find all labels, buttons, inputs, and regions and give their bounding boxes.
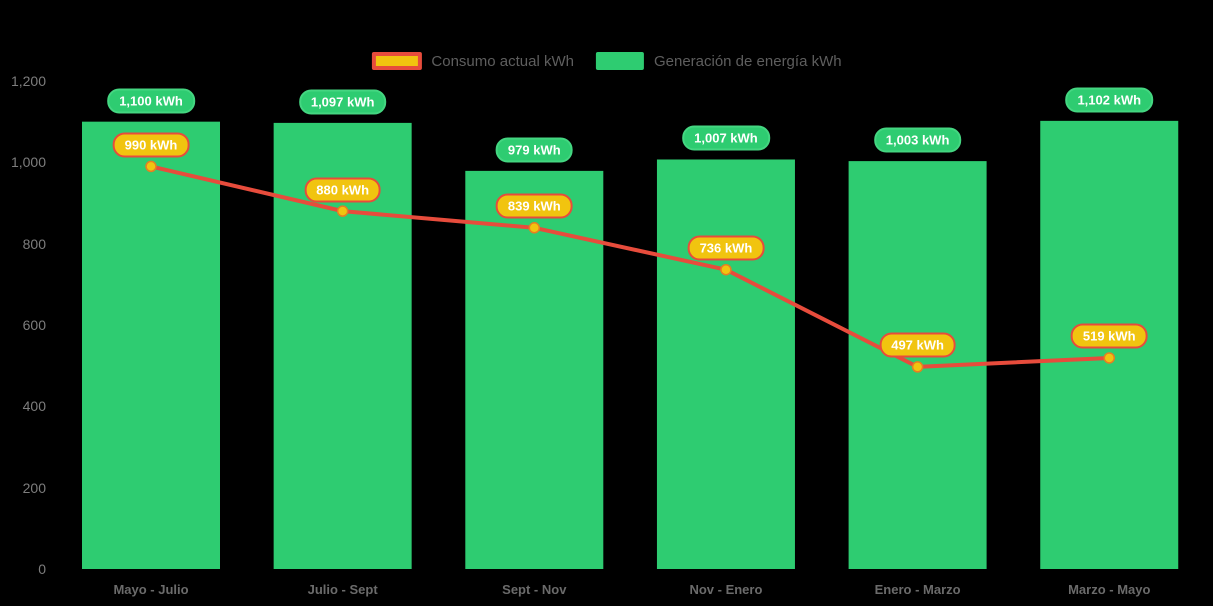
bar-generacion[interactable] — [656, 159, 795, 569]
bar-generacion[interactable] — [82, 121, 220, 570]
y-axis-tick-label: 600 — [22, 317, 46, 333]
legend-label-consumo: Consumo actual kWh — [431, 52, 574, 70]
line-marker[interactable] — [720, 263, 732, 276]
legend-item-consumo[interactable]: Consumo actual kWh — [371, 52, 574, 70]
legend-item-generacion[interactable]: Generación de energía kWh — [595, 52, 842, 70]
line-marker[interactable] — [911, 361, 924, 373]
bar-value-badge: 1,102 kWh — [1065, 87, 1154, 113]
line-marker[interactable] — [528, 222, 541, 234]
bar-value-badge: 1,097 kWh — [298, 89, 387, 115]
x-axis-category-label: Enero - Marzo — [874, 582, 961, 597]
y-axis-tick-label: 1,200 — [10, 73, 46, 89]
line-value-badge: 839 kWh — [495, 193, 573, 219]
generacion-bar-swatch-icon — [595, 52, 644, 70]
line-marker[interactable] — [1103, 352, 1115, 364]
line-value-badge: 519 kWh — [1070, 323, 1148, 349]
y-axis-tick-label: 0 — [38, 561, 46, 577]
line-marker[interactable] — [145, 160, 157, 173]
bar-value-badge: 979 kWh — [495, 137, 573, 163]
consumo-line-swatch-icon — [371, 52, 422, 70]
line-value-badge: 990 kWh — [112, 132, 190, 158]
bar-value-badge: 1,007 kWh — [682, 125, 770, 151]
y-axis-tick-label: 800 — [22, 235, 46, 252]
x-axis-category-label: Julio - Sept — [307, 582, 378, 597]
x-axis-category-label: Marzo - Mayo — [1068, 582, 1151, 597]
line-value-badge: 497 kWh — [879, 332, 956, 358]
bar-value-badge: 1,100 kWh — [107, 88, 195, 114]
legend-label-generacion: Generación de energía kWh — [653, 52, 842, 70]
y-axis-tick-label: 1,000 — [10, 154, 46, 171]
bar-value-badge: 1,003 kWh — [873, 127, 962, 153]
x-axis-category-label: Mayo - Julio — [113, 582, 189, 597]
line-value-badge: 880 kWh — [304, 177, 382, 203]
x-axis-category-label: Nov - Enero — [689, 582, 763, 597]
x-axis-category-label: Sept - Nov — [502, 582, 567, 597]
legend: Consumo actual kWh Generación de energía… — [371, 52, 842, 70]
line-marker[interactable] — [336, 205, 349, 217]
consumo-line — [149, 164, 1112, 369]
y-axis-tick-label: 400 — [22, 398, 46, 415]
y-axis-tick-label: 200 — [22, 479, 46, 496]
line-value-badge: 736 kWh — [687, 235, 765, 261]
